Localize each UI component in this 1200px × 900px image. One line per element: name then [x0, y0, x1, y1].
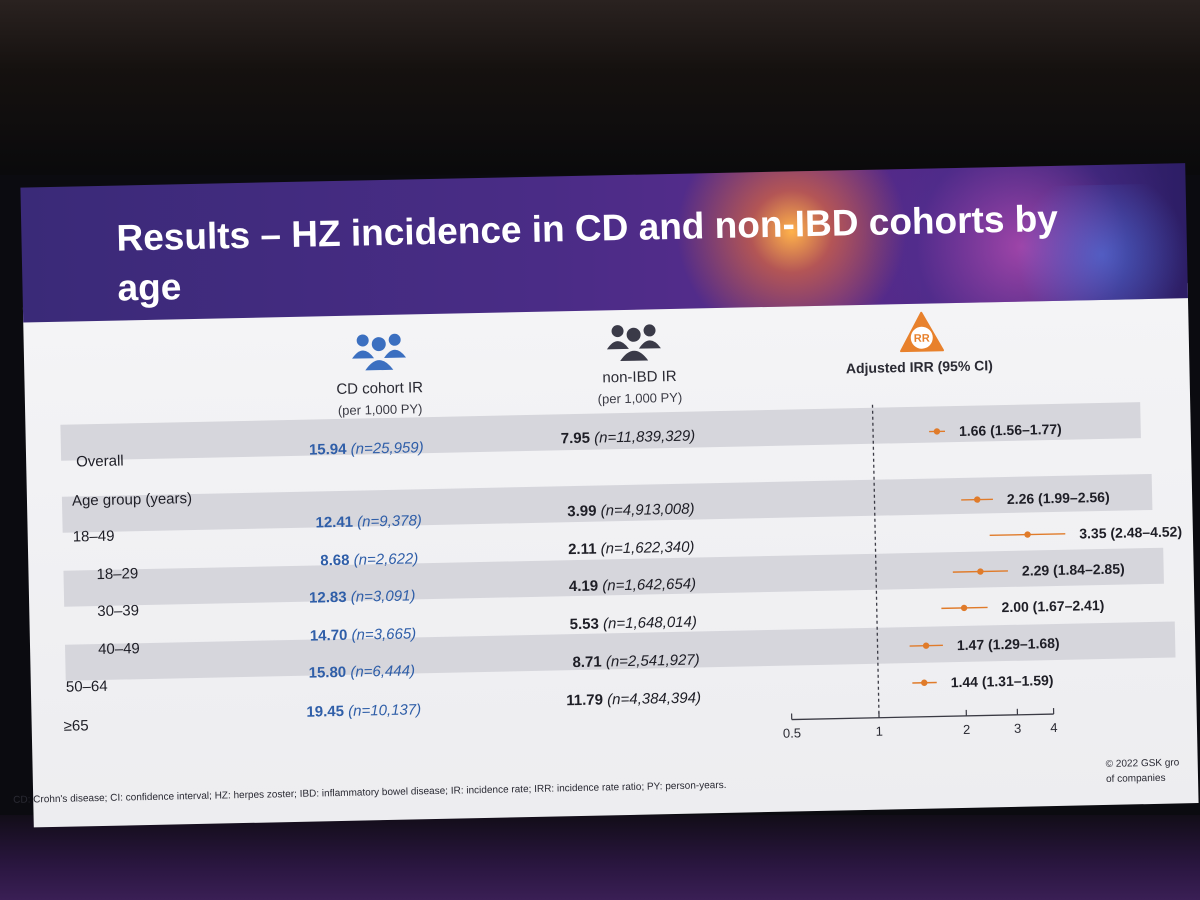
x-tick-label: 1	[876, 724, 884, 739]
irr-label: 3.35 (2.48–4.52)	[1079, 523, 1182, 541]
group-people-icon	[352, 333, 407, 371]
irr-label: 1.66 (1.56–1.77)	[959, 421, 1062, 439]
x-tick-label: 4	[1050, 720, 1058, 735]
point-estimate	[977, 568, 984, 575]
point-estimate	[974, 496, 981, 503]
forest-plot: 0.5 1 2 3 4 1.66 (1.56–1.77) 2.26 (1.99–2.56) 3…	[783, 404, 1182, 741]
point-estimate	[922, 642, 930, 649]
point-estimate	[1024, 531, 1031, 538]
irr-label: 2.29 (1.84–2.85)	[1022, 561, 1125, 579]
presentation-slide: Results – HZ incidence in CD and non-IBD…	[0, 143, 1200, 828]
x-tick-label: 2	[963, 722, 971, 737]
irr-label: 1.47 (1.29–1.68)	[957, 635, 1060, 653]
copyright: © 2022 GSK gro of companies	[1105, 757, 1180, 785]
rr-warning-icon: RR	[900, 311, 945, 353]
irr-label: 2.26 (1.99–2.56)	[1007, 489, 1110, 507]
reference-line	[871, 404, 880, 718]
x-tick-label: 3	[1014, 721, 1022, 736]
room-background-top	[0, 0, 1200, 175]
point-estimate	[960, 604, 968, 612]
point-estimate	[921, 679, 928, 686]
irr-label: 2.00 (1.67–2.41)	[1001, 597, 1104, 615]
group-people-icon	[606, 324, 661, 362]
room-background-bottom	[0, 815, 1200, 900]
rr-icon-text: RR	[914, 333, 930, 345]
irr-label: 1.44 (1.31–1.59)	[951, 672, 1054, 690]
x-tick-label: 0.5	[783, 725, 801, 740]
point-estimate	[933, 428, 941, 435]
x-axis-line	[791, 713, 1054, 721]
